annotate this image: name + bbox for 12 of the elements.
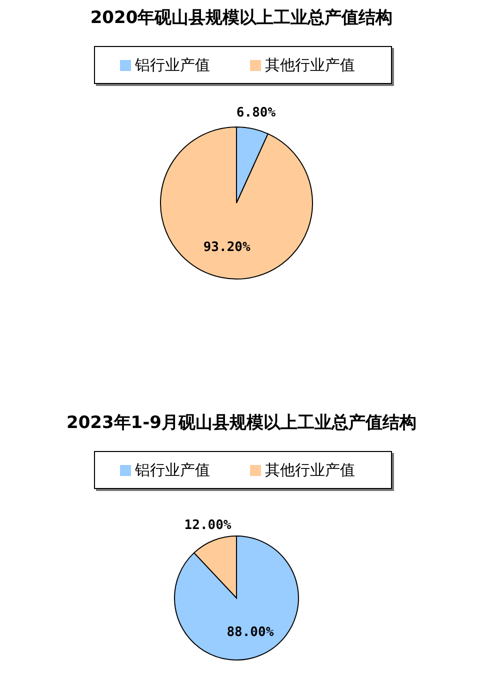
legend-label: 其他行业产值 [265,56,355,74]
data-label: 93.20% [203,240,250,256]
data-label: 12.00% [184,518,232,533]
legend-label: 铝行业产值 [135,56,210,74]
legend-label: 其他行业产值 [265,461,355,479]
legend-label: 铝行业产值 [135,461,210,479]
chart-title: 2020年砚山县规模以上工业总产值结构 [89,7,394,30]
pie-slice [160,126,313,280]
pie-slice [174,536,299,660]
data-label: 6.80% [236,106,276,121]
data-label: 88.00% [226,625,274,640]
chart-title: 2023年1-9月砚山县规模以上工业总产值结构 [65,412,418,435]
